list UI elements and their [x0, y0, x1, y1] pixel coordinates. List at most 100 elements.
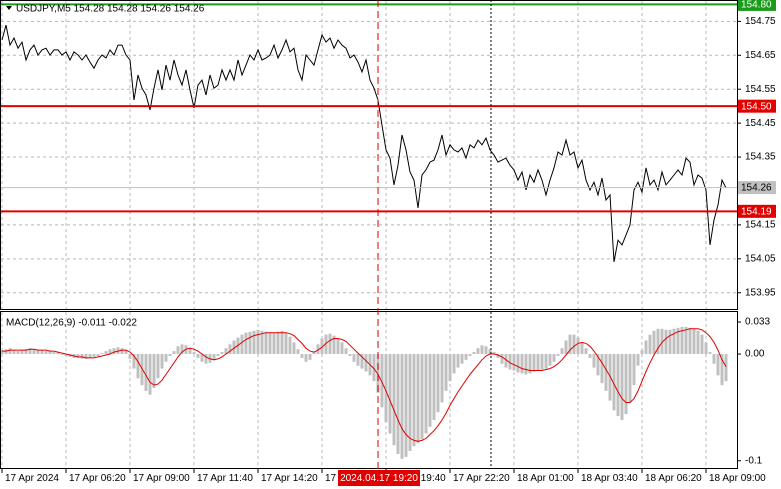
macd-bar [636, 354, 640, 366]
macd-bar [564, 340, 568, 355]
macd-bar [92, 354, 96, 357]
macd-bar [552, 354, 556, 362]
x-tick-label: 17 Apr 2024 [5, 473, 59, 484]
macd-bar [652, 330, 656, 355]
macd-bar [452, 354, 456, 374]
macd-bar [308, 354, 312, 360]
macd-bar [716, 354, 720, 376]
macd-bar [536, 354, 540, 371]
macd-bar [444, 354, 448, 391]
macd-bar [592, 354, 596, 368]
macd-bar [36, 350, 40, 355]
macd-bar [320, 338, 324, 355]
y-tick-label: 154.55 [745, 84, 776, 95]
macd-bar [44, 351, 48, 355]
macd-bar [52, 352, 56, 355]
macd-bar [456, 354, 460, 368]
level-label: 154.80 [741, 0, 772, 11]
level-label-box [738, 204, 776, 218]
macd-bar [284, 332, 288, 355]
macd-bar [292, 342, 296, 355]
macd-title: MACD(12,26,9) -0.011 -0.022 [6, 318, 137, 329]
x-tick-label: 17 Apr 22:20 [453, 473, 510, 484]
macd-bar [480, 345, 484, 355]
macd-bar [384, 354, 388, 422]
macd-bar [192, 352, 196, 355]
macd-bar [248, 331, 252, 355]
macd-bar [460, 354, 464, 364]
macd-bar [668, 329, 672, 355]
macd-bar [416, 354, 420, 444]
macd-bar [128, 354, 132, 359]
macd-bar [496, 354, 500, 358]
macd-bar [644, 340, 648, 355]
level-label-box [738, 181, 776, 195]
macd-bar [4, 349, 8, 355]
macd-bar [96, 354, 100, 356]
macd-bar [672, 328, 676, 355]
macd-bar [404, 354, 408, 457]
x-tick-label: 17 Apr 11:40 [197, 473, 253, 484]
macd-bar [532, 354, 536, 372]
macd-bar [268, 332, 272, 355]
macd-bar [24, 349, 28, 355]
macd-bar [704, 342, 708, 355]
macd-bar [176, 346, 180, 355]
macd-bar [180, 344, 184, 355]
macd-bar [392, 354, 396, 446]
macd-bar [32, 349, 36, 355]
macd-bar [136, 354, 140, 379]
macd-bar [628, 354, 632, 403]
macd-bar [88, 354, 92, 358]
macd-bar [168, 354, 172, 356]
macd-bar [372, 354, 376, 382]
macd-bar [544, 354, 548, 369]
macd-bar [84, 354, 88, 359]
macd-bar [588, 354, 592, 358]
x-tick-label: 17 Apr 09:00 [133, 473, 190, 484]
macd-bar [336, 338, 340, 355]
macd-bar [512, 354, 516, 371]
macd-bar [380, 354, 384, 408]
macd-bar [600, 354, 604, 384]
macd-bar [60, 354, 64, 355]
menu-arrow[interactable] [6, 6, 12, 10]
macd-bar [616, 354, 620, 417]
macd-bar [440, 354, 444, 403]
macd-bar [580, 342, 584, 355]
macd-bar [304, 354, 308, 362]
macd-bar [516, 354, 520, 373]
macd-bar [28, 348, 32, 355]
macd-bar [232, 340, 236, 355]
macd-bar [264, 331, 268, 355]
macd-bar [656, 328, 660, 355]
macd-bar [464, 354, 468, 360]
macd-bar [252, 330, 256, 355]
macd-bar [472, 352, 476, 355]
macd-bar [224, 348, 228, 355]
macd-bar [484, 346, 488, 355]
macd-bar [712, 354, 716, 364]
macd-bar [508, 354, 512, 370]
macd-bar [568, 334, 572, 355]
y-tick-label: 0.033 [745, 317, 770, 328]
macd-bar [648, 334, 652, 355]
x-tick-label: 17 Apr 14:20 [261, 473, 318, 484]
macd-bar [612, 354, 616, 411]
macd-bar [216, 354, 220, 356]
macd-bar [148, 354, 152, 395]
macd-bar [324, 334, 328, 355]
macd-bar [400, 354, 404, 459]
macd-bar [388, 354, 392, 434]
macd-bar [256, 329, 260, 355]
macd-bar [364, 354, 368, 372]
macd-bar [476, 348, 480, 355]
macd-bar [468, 354, 472, 356]
macd-bar [632, 354, 636, 386]
macd-bar [572, 334, 576, 355]
macd-frame [0, 311, 738, 469]
y-tick-label: 154.75 [745, 16, 776, 27]
crosshair-label: 2024.04.17 19:20 [340, 473, 418, 484]
